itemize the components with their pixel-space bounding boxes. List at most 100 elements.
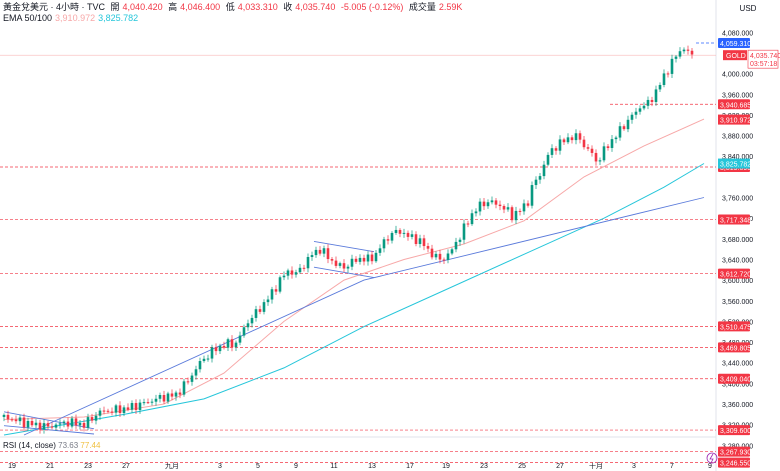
level-tag-label: 3,469.805 <box>720 345 751 352</box>
candle-body <box>186 381 190 383</box>
candle-body <box>546 154 550 165</box>
candle-body <box>266 299 270 303</box>
candle-body <box>470 213 474 225</box>
candle-body <box>570 137 574 141</box>
currency-label: USD <box>740 4 757 13</box>
candle-body <box>682 49 686 52</box>
level-tag-label: 3,612.720 <box>720 272 751 279</box>
y-tick-label: 3,960.000 <box>722 92 753 99</box>
level-tag <box>718 38 750 49</box>
x-tick-label: 3 <box>218 463 222 470</box>
candle-body <box>566 137 570 143</box>
candle-body <box>338 263 342 266</box>
candle-body <box>514 210 518 221</box>
candle-body <box>290 270 294 275</box>
candle-body <box>10 419 14 421</box>
candle-body <box>322 248 326 254</box>
candle-body <box>194 369 198 376</box>
candle-body <box>458 239 462 242</box>
candle-body <box>654 89 658 103</box>
candle-body <box>166 393 170 402</box>
rsi-value-1: 73.63 <box>58 441 79 450</box>
y-tick-label: 3,760.000 <box>722 196 753 203</box>
ema-legend[interactable]: EMA 50/100 3,910.972 3,825.782 <box>3 13 141 24</box>
rsi-value-2: 77.44 <box>80 441 101 450</box>
candle-body <box>486 202 490 207</box>
candle-body <box>58 423 62 425</box>
candle-body <box>330 259 334 261</box>
candle-body <box>286 270 290 276</box>
candle-body <box>534 179 538 186</box>
y-tick-label: 3,840.000 <box>722 154 753 161</box>
candle-body <box>62 421 66 424</box>
candle-body <box>582 139 586 148</box>
candle-body <box>614 137 618 140</box>
candle-body <box>506 207 510 210</box>
candle-body <box>134 403 138 410</box>
x-tick-label: 11 <box>330 463 337 470</box>
x-tick-label: 25 <box>518 463 526 470</box>
candle-body <box>202 358 206 362</box>
candle-body <box>278 277 282 292</box>
candle-body <box>590 148 594 153</box>
candle-body <box>410 234 414 237</box>
x-tick-label: 27 <box>556 463 564 470</box>
candle-body <box>354 258 358 262</box>
candle-body <box>630 114 634 120</box>
level-tag <box>718 373 750 384</box>
candle-body <box>578 133 582 140</box>
candle-body <box>522 203 526 212</box>
candle-body <box>594 152 598 162</box>
candle-body <box>642 105 646 109</box>
candle-body <box>494 200 498 205</box>
candle-body <box>242 327 246 336</box>
open-value: 4,040.420 <box>122 2 163 12</box>
x-tick-label: 十月 <box>589 461 603 470</box>
candle-body <box>170 393 174 397</box>
level-tag-label: 3,510.475 <box>720 324 751 331</box>
candle-body <box>150 401 154 403</box>
candle-body <box>598 160 602 162</box>
candle-body <box>230 339 234 348</box>
candle-body <box>558 139 562 151</box>
last-price-box <box>747 49 779 69</box>
countdown-label: 03:57:18 <box>750 61 777 68</box>
ema50-value: 3,910.972 <box>55 13 96 23</box>
y-tick-label: 3,640.000 <box>722 257 753 264</box>
candle-body <box>254 309 258 318</box>
candle-body <box>246 323 250 328</box>
ema100-line <box>3 163 705 436</box>
candle-body <box>98 410 102 416</box>
candle-body <box>374 252 378 262</box>
candle-body <box>362 257 366 262</box>
lightning-icon <box>706 452 718 464</box>
trend-line <box>313 266 375 279</box>
candle-body <box>562 139 566 143</box>
rsi-legend[interactable]: RSI (14, close) 73.63 77.44 <box>3 441 100 450</box>
candle-body <box>390 232 394 241</box>
candle-body <box>446 253 450 260</box>
candle-body <box>302 267 306 269</box>
candle-body <box>574 133 578 141</box>
candle-body <box>478 201 482 212</box>
level-tag-label: 3,309.600 <box>720 428 751 435</box>
candle-body <box>366 254 370 262</box>
candle-body <box>114 405 118 413</box>
candle-body <box>18 417 22 422</box>
x-tick-label: 13 <box>368 463 376 470</box>
x-tick-label: 19 <box>8 463 16 470</box>
level-tag-label: 3,940.685 <box>720 102 751 109</box>
y-tick-label: 3,880.000 <box>722 134 753 141</box>
candle-body <box>66 421 70 427</box>
candle-body <box>442 259 446 261</box>
last-price-label: 4,035.740 <box>750 53 780 60</box>
x-tick-label: 九月 <box>165 461 179 470</box>
candle-body <box>30 420 34 426</box>
candle-body <box>538 176 542 180</box>
symbol-tag <box>723 50 747 61</box>
y-tick-label: 3,680.000 <box>722 237 753 244</box>
symbol-title[interactable]: 黃金兌美元 · 4小時 · TVC <box>3 2 106 12</box>
candle-body <box>526 203 530 206</box>
candle-body <box>126 407 130 410</box>
